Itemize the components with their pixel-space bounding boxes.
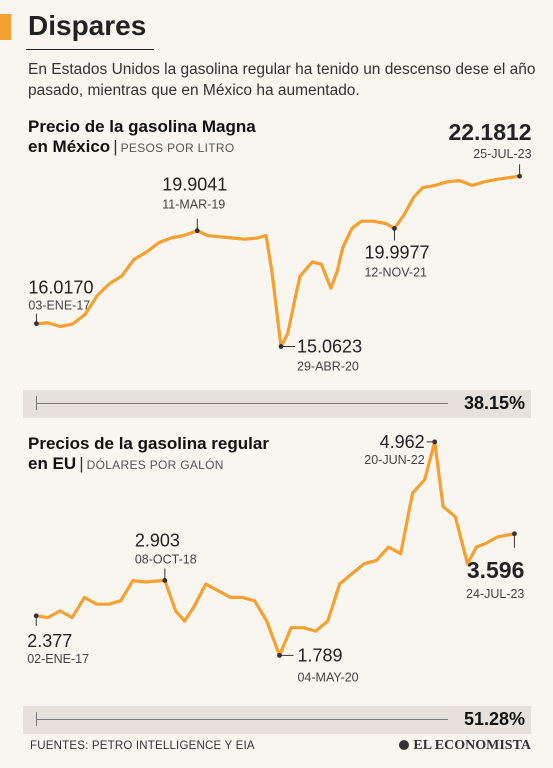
mexico-annotation-value: 19.9977 (364, 242, 429, 262)
mexico-annotation-date: 03-ENE-17 (28, 299, 90, 313)
us-annotation-date: 04-MAY-20 (297, 670, 358, 684)
mexico-series-line (34, 174, 522, 349)
sources-footer: FUENTES: PETRO INTELLIGENCE Y EIA (30, 740, 255, 752)
mexico-annotation-point (194, 228, 200, 234)
mexico-annotation-date: 25-JUL-23 (473, 147, 531, 161)
mexico-annotation-value: 22.1812 (448, 119, 531, 145)
mexico-chart-unit: PESOS POR LITRO (120, 141, 235, 155)
us-annotation-value: 1.789 (297, 645, 342, 665)
us-annotation-date: 02-ENE-17 (27, 652, 89, 666)
us-annotation-value: 2.377 (27, 631, 72, 651)
us-annotation-value: 2.903 (135, 530, 180, 550)
mexico-annotation-point (278, 344, 284, 349)
brand-logo: EL ECONOMISTA (399, 738, 531, 754)
us-annotation-point (162, 578, 168, 583)
mexico-annotation-date: 11-MAR-19 (162, 198, 225, 212)
mexico-annotation-value: 16.0170 (28, 278, 93, 298)
mexico-change-bar-axis (36, 403, 448, 404)
us-annotation-point (512, 531, 517, 537)
us-series-line (34, 440, 516, 657)
mexico-chart-title: Precio de la gasolina Magna en México | PE… (28, 117, 256, 158)
us-annotation-value: 3.596 (467, 557, 525, 583)
mexico-change-bar: 38.15% (23, 390, 531, 418)
us-annotation-date: 08-OCT-18 (135, 552, 197, 566)
mexico-annotation-date: 29-ABR-20 (297, 360, 359, 374)
mexico-chart-title-line1: Precio de la gasolina Magna (28, 117, 256, 136)
us-annotation-date: 24-JUL-23 (466, 587, 524, 601)
us-chart-title-line2-row: en EU | DÓLARES POR GALÓN (28, 454, 269, 475)
us-change-percent: 51.28% (463, 709, 525, 729)
page-subtitle: En Estados Unidos la gasolina regular ha… (28, 61, 536, 99)
brand-dot-icon (399, 740, 410, 750)
title-separator: | (79, 454, 84, 473)
mexico-chart-title-line2: en México (28, 137, 111, 156)
us-annotation-value: 4.962 (380, 432, 425, 452)
mexico-change-percent: 38.15% (463, 393, 525, 413)
mexico-chart-title-line2-row: en México | PESOS POR LITRO (28, 137, 256, 158)
us-chart-title: Precios de la gasolina regular en EU | DÓL… (28, 434, 269, 475)
mexico-annotation-value: 19.9041 (162, 175, 227, 195)
title-accent-bar (0, 14, 11, 40)
mexico-annotation-date: 12-NOV-21 (364, 265, 427, 279)
mexico-annotation-point (392, 226, 397, 231)
mexico-annotation-point (517, 173, 522, 179)
title-underline (26, 49, 154, 50)
us-annotation-date: 20-JUN-22 (364, 453, 424, 467)
page-title: Dispares (28, 10, 147, 41)
us-annotation-point (277, 652, 282, 658)
brand-name: EL ECONOMISTA (413, 738, 531, 753)
us-annotation-point (432, 439, 438, 445)
title-separator: | (113, 137, 118, 156)
us-change-bar: 51.28% (23, 706, 531, 734)
us-chart-title-line2: en EU (28, 454, 77, 473)
mexico-annotation-point (34, 321, 39, 327)
us-change-bar-axis (36, 719, 448, 720)
us-annotation-point (33, 613, 39, 619)
us-chart-title-line1: Precios de la gasolina regular (28, 434, 269, 453)
us-chart-unit: DÓLARES POR GALÓN (86, 458, 224, 472)
mexico-annotation-value: 15.0623 (297, 337, 362, 357)
